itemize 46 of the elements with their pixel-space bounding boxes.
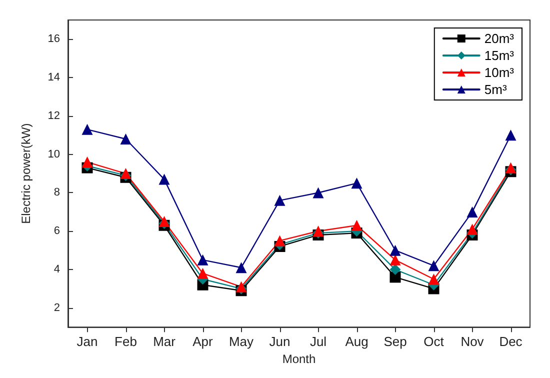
x-tick-label: Dec bbox=[499, 334, 523, 350]
point bbox=[197, 268, 208, 279]
legend-label: 20m³ bbox=[484, 31, 515, 46]
y-tick-label: 8 bbox=[54, 186, 60, 199]
point bbox=[390, 254, 401, 266]
x-tick-label: Jul bbox=[310, 334, 327, 350]
y-tick-label: 4 bbox=[54, 264, 60, 276]
point bbox=[82, 156, 93, 168]
x-tick-label: Apr bbox=[192, 334, 214, 350]
x-tick-label: Mar bbox=[153, 334, 176, 350]
point bbox=[390, 264, 401, 276]
point bbox=[505, 130, 516, 141]
x-tick-label: May bbox=[228, 334, 254, 350]
point bbox=[466, 206, 478, 218]
point bbox=[428, 260, 440, 272]
x-tick-label: Sep bbox=[384, 334, 407, 350]
point bbox=[466, 224, 478, 235]
point bbox=[351, 220, 362, 231]
point bbox=[274, 235, 286, 246]
x-tick-label: Oct bbox=[424, 334, 444, 350]
x-tick-label: Nov bbox=[460, 334, 484, 350]
x-axis-title: Month bbox=[282, 352, 316, 366]
legend-label: 15m³ bbox=[484, 48, 515, 63]
x-tick-label: Jan bbox=[76, 334, 98, 350]
y-tick-label: 10 bbox=[48, 148, 60, 160]
point bbox=[197, 254, 208, 266]
point bbox=[120, 134, 132, 144]
y-tick-label: 16 bbox=[48, 33, 60, 46]
point bbox=[274, 194, 286, 206]
y-tick-label: 12 bbox=[48, 110, 60, 122]
y-axis-title: Electric power(kW) bbox=[19, 123, 33, 224]
x-tick-label: Feb bbox=[114, 334, 137, 350]
point bbox=[390, 244, 401, 256]
point bbox=[428, 274, 440, 285]
y-tick-label: 6 bbox=[54, 225, 60, 238]
point bbox=[82, 124, 93, 135]
legend-label: 10m³ bbox=[484, 65, 515, 80]
point bbox=[236, 262, 247, 274]
x-tick-label: Aug bbox=[345, 334, 368, 350]
point bbox=[351, 178, 362, 189]
point bbox=[312, 187, 324, 198]
y-tick-label: 2 bbox=[54, 302, 60, 314]
legend-label: 5m³ bbox=[484, 82, 508, 97]
point bbox=[158, 174, 170, 185]
x-tick-label: Jun bbox=[269, 334, 290, 350]
y-tick-label: 14 bbox=[48, 72, 60, 84]
